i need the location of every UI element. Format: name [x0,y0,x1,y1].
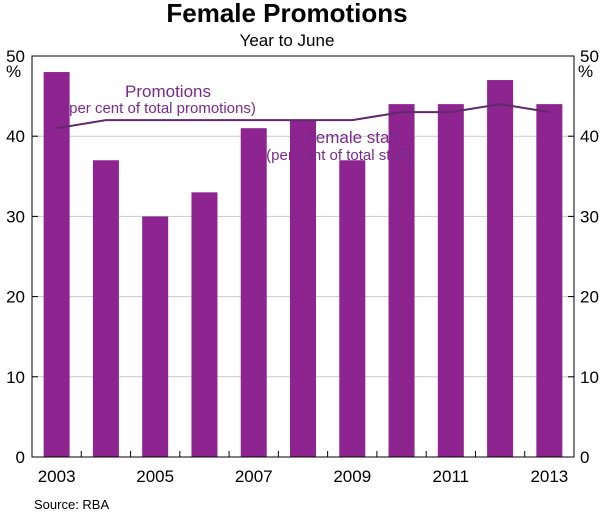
bar-2013 [536,104,563,458]
bar-2010 [388,104,415,458]
left-axis-ticks: 0 10 20 30 40 50 [6,47,38,467]
right-tick-label: 0 [580,448,589,467]
left-tick-label: 50 [6,47,25,66]
left-tick-label: 0 [16,448,25,467]
bar-2006 [191,192,218,457]
x-axis-ticks: 2003 2005 2007 2009 2011 2013 [38,451,568,486]
female-staff-legend-sublabel: (per cent of total staff) [266,147,412,164]
promotions-legend-label: Promotions [125,82,211,101]
bar-series [43,72,563,458]
right-tick-label: 20 [580,288,599,307]
x-tick-label-2009: 2009 [333,467,371,486]
female-staff-line [56,103,550,130]
right-unit-label: % [578,62,593,81]
x-tick-label-2005: 2005 [136,467,174,486]
source-note: Source: RBA [34,497,109,512]
right-tick-label: 10 [580,368,599,387]
right-tick-label: 30 [580,207,599,226]
bar-2004 [92,160,119,457]
left-tick-label: 20 [6,288,25,307]
bar-2003 [43,72,70,457]
left-unit-label: % [6,62,21,81]
left-tick-label: 10 [6,368,25,387]
right-tick-label: 50 [580,47,599,66]
right-tick-label: 40 [580,127,599,146]
female-staff-legend-label: Female staff [305,128,399,147]
chart-subtitle: Year to June [240,31,335,50]
bar-2012 [487,80,514,457]
x-tick-label-2007: 2007 [235,467,273,486]
bar-2008 [290,120,316,457]
bar-2009 [339,160,366,457]
bar-2011 [437,104,464,458]
chart-title: Female Promotions [166,0,407,28]
left-tick-label: 40 [6,127,25,146]
bar-2005 [142,216,169,457]
promotions-legend-sublabel: (per cent of total promotions) [64,100,256,117]
x-tick-label-2013: 2013 [530,467,568,486]
right-axis-ticks: 0 10 20 30 40 50 [568,47,599,467]
x-tick-label-2003: 2003 [38,467,76,486]
plot-frame [31,55,575,458]
left-tick-label: 30 [6,207,25,226]
bar-2007 [240,128,267,457]
x-tick-label-2011: 2011 [433,467,470,486]
line-series [56,103,550,130]
